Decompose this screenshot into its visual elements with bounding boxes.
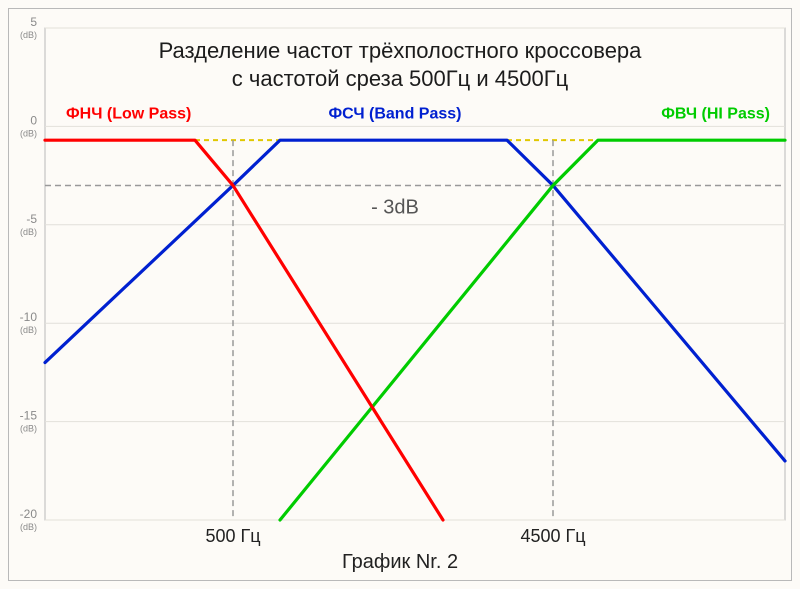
chart-outer-frame xyxy=(8,8,792,581)
